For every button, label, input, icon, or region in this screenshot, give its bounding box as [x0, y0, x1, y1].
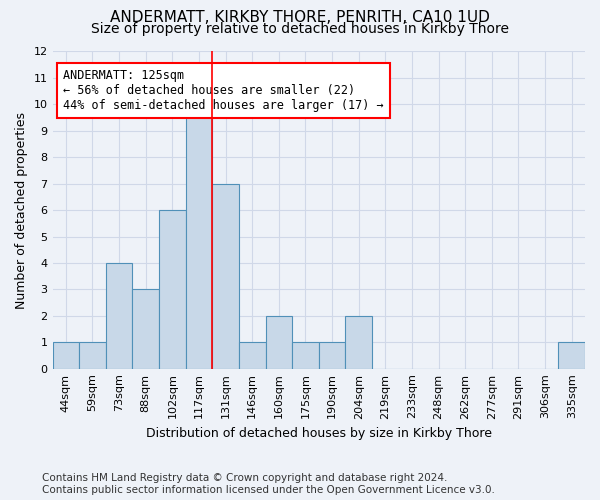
Bar [319, 342, 346, 368]
Bar [266, 316, 292, 368]
Bar [159, 210, 185, 368]
Bar [106, 263, 133, 368]
Bar [346, 316, 372, 368]
Bar [185, 104, 212, 368]
X-axis label: Distribution of detached houses by size in Kirkby Thore: Distribution of detached houses by size … [146, 427, 492, 440]
Text: ANDERMATT, KIRKBY THORE, PENRITH, CA10 1UD: ANDERMATT, KIRKBY THORE, PENRITH, CA10 1… [110, 10, 490, 25]
Bar [292, 342, 319, 368]
Text: Size of property relative to detached houses in Kirkby Thore: Size of property relative to detached ho… [91, 22, 509, 36]
Text: ANDERMATT: 125sqm
← 56% of detached houses are smaller (22)
44% of semi-detached: ANDERMATT: 125sqm ← 56% of detached hous… [63, 69, 384, 112]
Bar [212, 184, 239, 368]
Text: Contains HM Land Registry data © Crown copyright and database right 2024.
Contai: Contains HM Land Registry data © Crown c… [42, 474, 495, 495]
Y-axis label: Number of detached properties: Number of detached properties [15, 112, 28, 308]
Bar [239, 342, 266, 368]
Bar [133, 290, 159, 368]
Bar [53, 342, 79, 368]
Bar [79, 342, 106, 368]
Bar [559, 342, 585, 368]
